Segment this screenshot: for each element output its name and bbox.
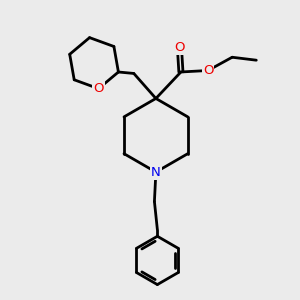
Text: O: O <box>203 64 213 77</box>
Text: O: O <box>93 82 104 95</box>
Text: N: N <box>151 166 161 178</box>
Text: O: O <box>174 41 185 54</box>
